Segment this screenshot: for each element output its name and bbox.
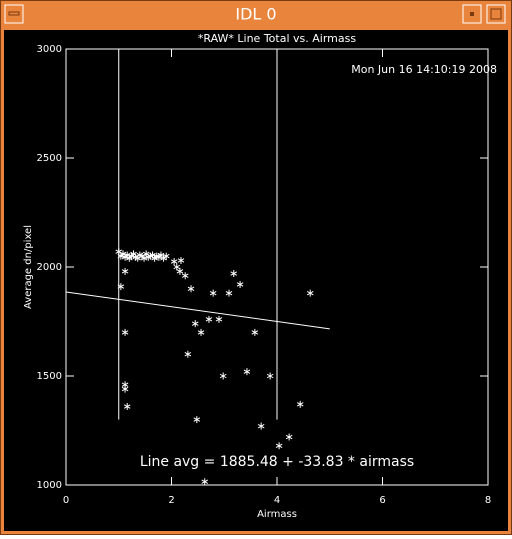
y-tick-label: 3000 bbox=[37, 44, 62, 55]
data-point bbox=[275, 442, 283, 450]
y-tick-label: 2000 bbox=[37, 262, 62, 273]
data-point bbox=[184, 350, 192, 358]
data-point bbox=[193, 416, 201, 424]
x-tick-label: 2 bbox=[168, 495, 174, 506]
y-tick-label: 1000 bbox=[37, 480, 62, 491]
data-point bbox=[285, 433, 293, 441]
plot-canvas bbox=[4, 30, 508, 531]
chart-title: *RAW* Line Total vs. Airmass bbox=[198, 32, 356, 45]
data-point bbox=[219, 372, 227, 380]
y-tick-label: 2500 bbox=[37, 153, 62, 164]
data-point bbox=[191, 320, 199, 328]
data-point bbox=[181, 272, 189, 280]
plot: *RAW* Line Total vs. Airmass Mon Jun 16 … bbox=[23, 32, 497, 520]
data-point bbox=[121, 328, 129, 336]
data-point bbox=[251, 328, 259, 336]
x-tick-label: 0 bbox=[63, 495, 69, 506]
data-point bbox=[197, 328, 205, 336]
x-tick-label: 4 bbox=[274, 495, 280, 506]
data-point bbox=[121, 267, 129, 275]
data-point bbox=[306, 289, 314, 297]
data-point bbox=[160, 254, 167, 262]
data-point bbox=[123, 403, 131, 411]
data-point bbox=[257, 422, 265, 430]
data-point bbox=[177, 256, 185, 264]
y-tick-label: 1500 bbox=[37, 371, 62, 382]
x-tick-label: 6 bbox=[379, 495, 385, 506]
maximize-button[interactable] bbox=[486, 4, 506, 24]
data-point bbox=[170, 258, 178, 266]
data-point bbox=[121, 385, 129, 393]
fit-line bbox=[65, 291, 330, 330]
data-point bbox=[187, 285, 195, 293]
data-point bbox=[157, 251, 165, 259]
data-point bbox=[236, 280, 244, 288]
data-point bbox=[225, 289, 233, 297]
data-point bbox=[176, 267, 184, 275]
data-point bbox=[230, 270, 238, 278]
data-point bbox=[209, 289, 217, 297]
data-point bbox=[215, 315, 223, 323]
minimize-icon bbox=[470, 12, 474, 16]
menu-icon bbox=[8, 11, 20, 16]
data-point bbox=[243, 368, 251, 376]
window-title: IDL 0 bbox=[235, 5, 276, 24]
data-point bbox=[205, 315, 213, 323]
x-axis-label: Airmass bbox=[257, 509, 297, 520]
data-point bbox=[296, 400, 304, 408]
maximize-icon bbox=[490, 8, 502, 20]
data-point bbox=[162, 252, 170, 260]
y-axis-label: Average dn/pixel bbox=[23, 225, 34, 309]
data-point bbox=[173, 263, 181, 271]
data-point bbox=[266, 372, 274, 380]
data-point bbox=[201, 478, 209, 486]
x-tick-label: 8 bbox=[485, 495, 491, 506]
fit-annotation: Line avg = 1885.48 + -33.83 * airmass bbox=[140, 454, 414, 470]
date-stamp: Mon Jun 16 14:10:19 2008 bbox=[351, 63, 497, 76]
data-point bbox=[117, 283, 125, 291]
